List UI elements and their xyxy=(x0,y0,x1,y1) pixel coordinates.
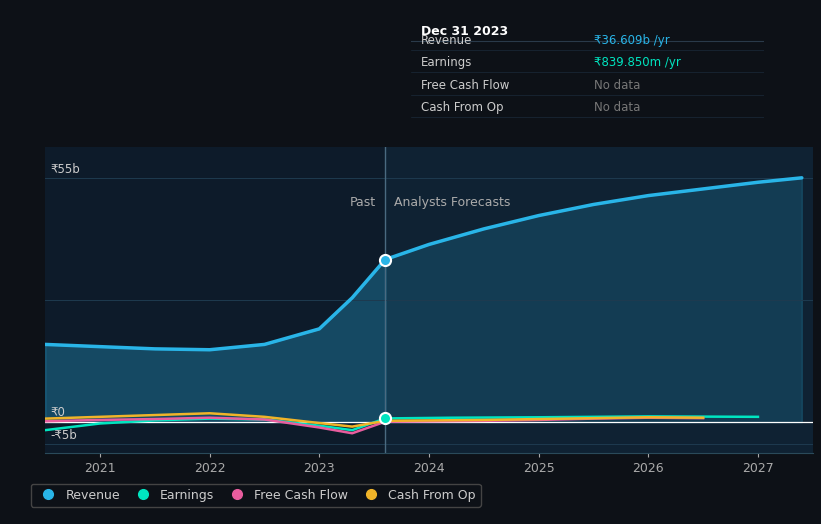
Text: Dec 31 2023: Dec 31 2023 xyxy=(421,25,508,38)
Text: ₹839.850m /yr: ₹839.850m /yr xyxy=(594,56,681,69)
Text: No data: No data xyxy=(594,101,640,114)
Text: -₹5b: -₹5b xyxy=(51,429,77,442)
Text: Cash From Op: Cash From Op xyxy=(421,101,503,114)
Text: ₹0: ₹0 xyxy=(51,406,66,419)
Text: ₹55b: ₹55b xyxy=(51,162,80,176)
Text: Free Cash Flow: Free Cash Flow xyxy=(421,79,510,92)
Text: Earnings: Earnings xyxy=(421,56,472,69)
Text: Past: Past xyxy=(351,196,376,209)
Bar xyxy=(385,147,813,453)
Text: Analysts Forecasts: Analysts Forecasts xyxy=(394,196,511,209)
Text: ₹36.609b /yr: ₹36.609b /yr xyxy=(594,34,670,47)
Text: No data: No data xyxy=(594,79,640,92)
Text: Revenue: Revenue xyxy=(421,34,472,47)
Bar xyxy=(45,147,385,453)
Legend: Revenue, Earnings, Free Cash Flow, Cash From Op: Revenue, Earnings, Free Cash Flow, Cash … xyxy=(30,484,481,507)
